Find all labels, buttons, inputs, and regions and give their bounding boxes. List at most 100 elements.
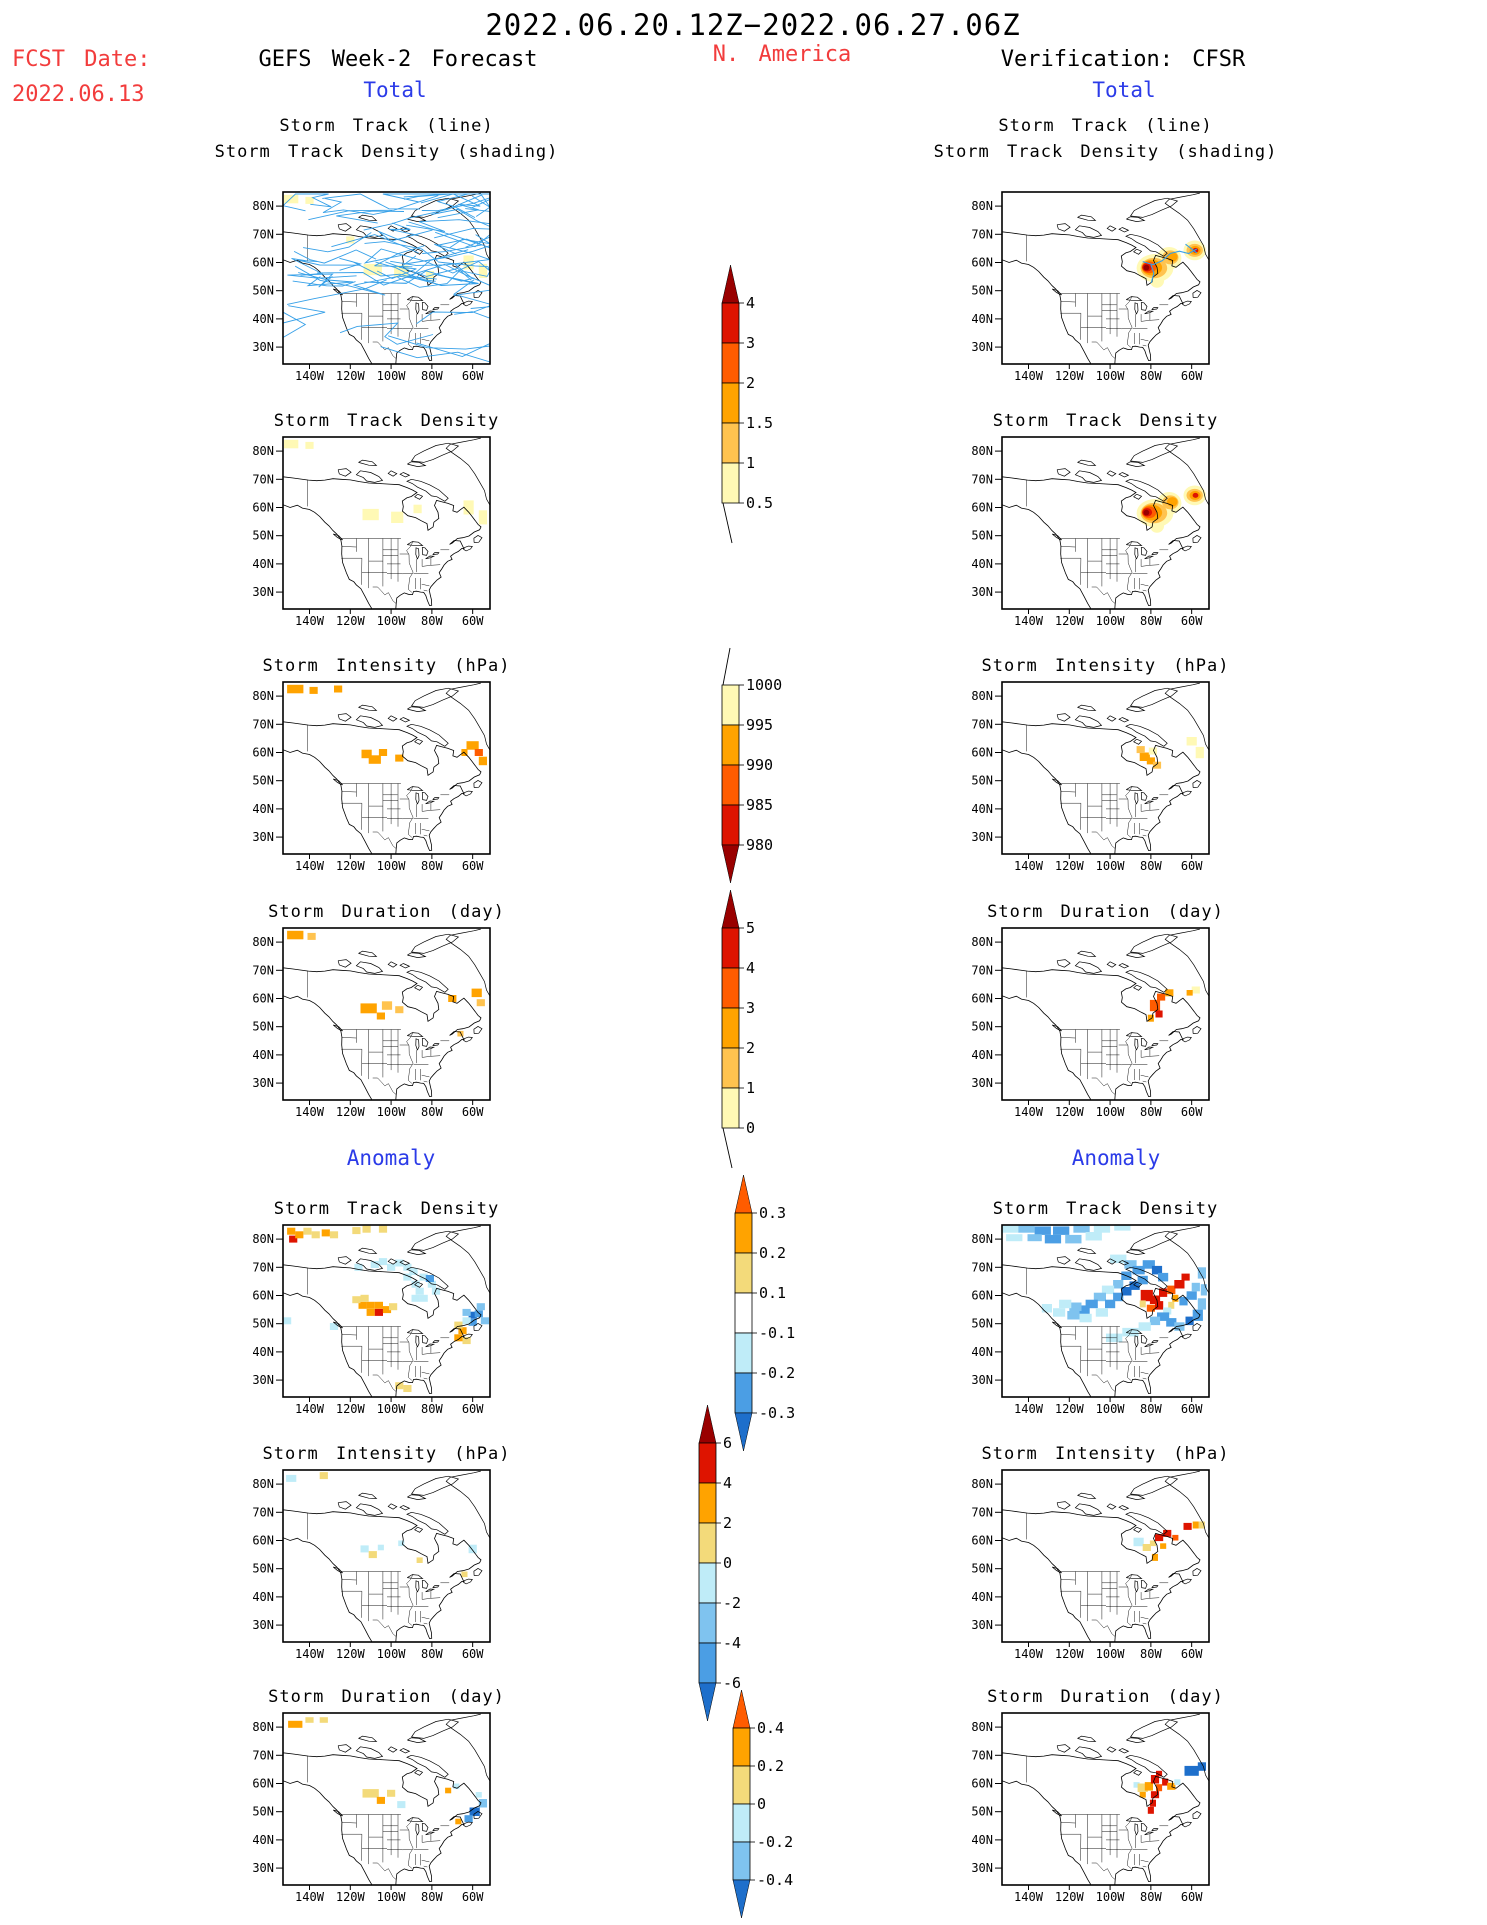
svg-text:140W: 140W [1014,1402,1044,1416]
svg-text:3: 3 [746,999,755,1017]
svg-text:70N: 70N [971,1505,993,1519]
svg-text:50N: 50N [971,774,993,788]
svg-text:50N: 50N [252,1562,274,1576]
svg-text:50N: 50N [971,284,993,298]
svg-text:60N: 60N [252,1776,274,1790]
map-title-l4-0: Storm Duration (day) [268,902,505,922]
map-panel-r1: 80N 70N 60N 50N 40N 30N 140W 120W 100W 80W 60W [971,191,1210,383]
map-title-l1-1: Storm Track Density (shading) [214,142,559,162]
svg-text:140W: 140W [1014,1890,1044,1904]
svg-text:80W: 80W [1140,614,1162,628]
svg-text:60N: 60N [252,1533,274,1547]
svg-text:30N: 30N [971,1373,993,1387]
svg-text:140W: 140W [295,1402,325,1416]
svg-text:120W: 120W [1055,369,1085,383]
svg-text:60W: 60W [1181,1105,1203,1119]
svg-text:50N: 50N [252,1020,274,1034]
svg-text:70N: 70N [971,227,993,241]
svg-text:80W: 80W [421,1890,443,1904]
svg-text:80N: 80N [252,935,274,949]
page-title: 2022.06.20.12Z−2022.06.27.06Z [485,8,1021,42]
svg-text:30N: 30N [252,340,274,354]
svg-text:120W: 120W [1055,859,1085,873]
svg-text:40N: 40N [252,1833,274,1847]
svg-text:80N: 80N [252,689,274,703]
svg-text:100W: 100W [377,1105,407,1119]
map-panel-r7: 80N 70N 60N 50N 40N 30N 140W 120W 100W 80W 60W [971,1712,1210,1904]
svg-text:0.4: 0.4 [757,1719,784,1737]
svg-text:2: 2 [746,1039,755,1057]
svg-text:80N: 80N [971,689,993,703]
svg-text:50N: 50N [971,1805,993,1819]
svg-text:50N: 50N [971,1562,993,1576]
svg-text:100W: 100W [1096,369,1126,383]
svg-text:100W: 100W [377,614,407,628]
svg-text:70N: 70N [971,717,993,731]
svg-text:120W: 120W [336,1647,366,1661]
svg-text:100W: 100W [1096,859,1126,873]
colorbar-6: 0.4 0.2 0 -0.2 -0.4 [732,1689,793,1919]
svg-text:120W: 120W [336,1890,366,1904]
svg-text:1: 1 [746,454,755,472]
svg-text:100W: 100W [1096,614,1126,628]
svg-text:1000: 1000 [746,676,782,694]
svg-text:980: 980 [746,836,773,854]
svg-text:30N: 30N [252,585,274,599]
svg-text:70N: 70N [971,1748,993,1762]
svg-text:30N: 30N [252,1618,274,1632]
svg-text:80W: 80W [1140,1105,1162,1119]
svg-text:50N: 50N [971,1317,993,1331]
map-panel-r6: 80N 70N 60N 50N 40N 30N 140W 120W 100W 80W 60W [971,1469,1210,1661]
colorbar-2: 1000 995 990 985 980 [721,647,782,884]
svg-text:70N: 70N [252,963,274,977]
svg-text:80N: 80N [971,1720,993,1734]
colorbar-1: 4 3 2 1.5 1 0.5 [721,264,773,544]
svg-text:0.3: 0.3 [759,1204,786,1222]
svg-text:-0.1: -0.1 [759,1324,795,1342]
region-label: N. America [712,42,852,67]
svg-text:50N: 50N [971,529,993,543]
map-panel-l3: 80N 70N 60N 50N 40N 30N 140W 120W 100W 80W 60W [252,681,491,873]
map-panel-l5: 80N 70N 60N 50N 40N 30N 140W 120W 100W 80W 60W [252,1224,491,1416]
svg-text:140W: 140W [295,1105,325,1119]
svg-text:0.2: 0.2 [759,1244,786,1262]
svg-text:120W: 120W [336,614,366,628]
svg-text:40N: 40N [971,1590,993,1604]
svg-text:60N: 60N [252,255,274,269]
svg-text:50N: 50N [252,774,274,788]
svg-text:80W: 80W [421,859,443,873]
fcst-date-value: 2022.06.13 [12,82,145,107]
svg-text:100W: 100W [1096,1105,1126,1119]
svg-text:100W: 100W [377,1647,407,1661]
svg-text:3: 3 [746,334,755,352]
svg-text:0.2: 0.2 [757,1757,784,1775]
map-panel-l1: 80N 70N 60N 50N 40N 30N 140W 120W 100W 80W 60W [252,191,491,383]
map-title-r4-0: Storm Duration (day) [987,902,1224,922]
svg-text:60N: 60N [971,500,993,514]
svg-text:60W: 60W [1181,1890,1203,1904]
svg-text:-0.2: -0.2 [757,1833,793,1851]
map-title-l2-0: Storm Track Density [273,411,500,431]
svg-text:80W: 80W [421,1647,443,1661]
svg-text:140W: 140W [1014,369,1044,383]
svg-text:80W: 80W [1140,1890,1162,1904]
colorbar-5: 6 4 2 0 -2 -4 -6 [698,1404,741,1722]
svg-text:5: 5 [746,919,755,937]
svg-text:30N: 30N [971,340,993,354]
svg-text:120W: 120W [1055,1647,1085,1661]
map-panel-l4: 80N 70N 60N 50N 40N 30N 140W 120W 100W 80W 60W [252,927,491,1119]
svg-text:140W: 140W [1014,859,1044,873]
model-heading: GEFS Week-2 Forecast [258,47,538,72]
svg-text:60N: 60N [252,1288,274,1302]
svg-text:80N: 80N [252,199,274,213]
svg-text:60W: 60W [1181,1402,1203,1416]
svg-text:60W: 60W [1181,369,1203,383]
svg-text:-2: -2 [723,1594,741,1612]
svg-text:120W: 120W [336,859,366,873]
svg-text:120W: 120W [1055,1890,1085,1904]
svg-text:80N: 80N [252,444,274,458]
svg-text:140W: 140W [295,614,325,628]
svg-text:60N: 60N [252,745,274,759]
svg-text:0: 0 [746,1119,755,1137]
